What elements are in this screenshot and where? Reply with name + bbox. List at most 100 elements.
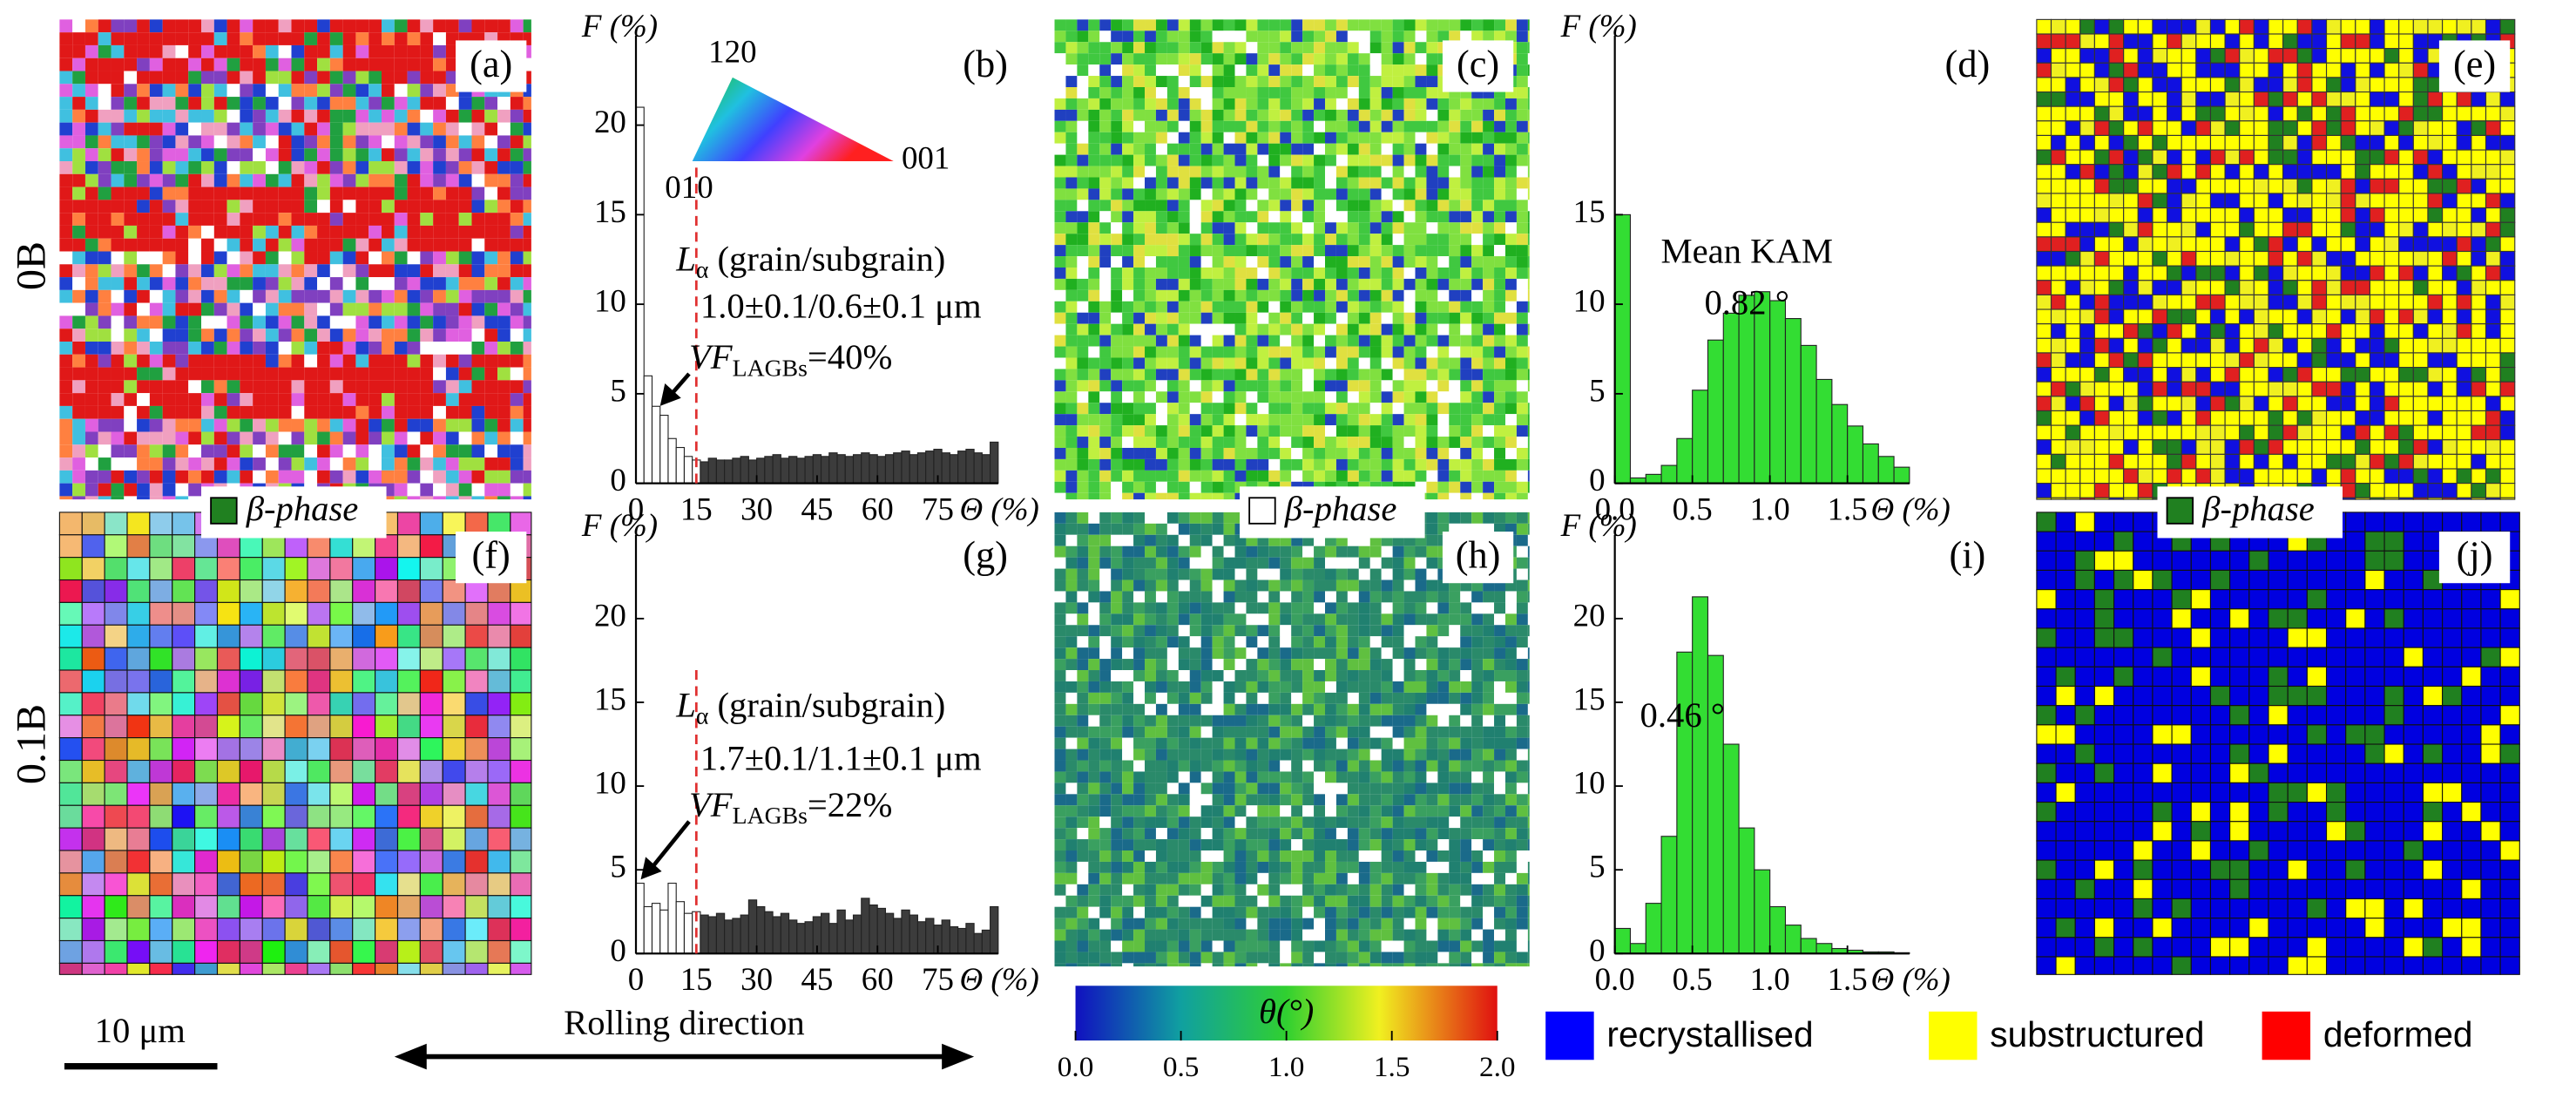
map-cell: [1234, 391, 1247, 403]
map-cell: [1358, 828, 1370, 840]
map-cell: [1111, 659, 1123, 671]
map-cell: [471, 302, 485, 316]
map-cell: [175, 161, 189, 174]
map-cell: [1065, 222, 1078, 234]
map-cell: [394, 135, 408, 149]
map-cell: [382, 173, 395, 187]
map-cell: [1223, 659, 1235, 671]
map-cell: [1065, 301, 1078, 313]
map-cell: [1516, 143, 1528, 155]
map-cell: [1189, 726, 1201, 738]
map-cell: [1369, 625, 1382, 637]
map-cell: [1302, 447, 1315, 459]
map-cell: [162, 58, 176, 71]
map-cell: [1223, 636, 1235, 648]
map-cell: [104, 939, 128, 964]
map-cell: [201, 329, 214, 342]
map-cell: [81, 715, 105, 739]
map-cell: [1099, 132, 1112, 144]
map-cell: [98, 277, 112, 290]
map-cell: [1504, 211, 1517, 223]
map-cell: [1122, 391, 1134, 403]
map-cell: [172, 759, 196, 783]
map-cell: [265, 302, 279, 316]
map-cell: [1054, 636, 1066, 648]
map-cell: [445, 161, 459, 174]
map-cell: [1077, 492, 1089, 500]
map-cell: [1347, 200, 1359, 212]
map-cell: [188, 470, 202, 484]
map-cell: [1302, 245, 1315, 257]
map-cell: [1302, 267, 1315, 279]
map-cell: [85, 251, 98, 265]
map-cell: [1381, 245, 1393, 257]
map-cell: [1088, 492, 1100, 500]
map-cell: [1268, 816, 1281, 829]
map-cell: [201, 315, 214, 329]
map-cell: [1335, 64, 1348, 77]
map-cell: [1212, 301, 1224, 313]
map-cell: [216, 669, 240, 694]
map-cell: [1504, 839, 1517, 851]
map-cell: [1223, 568, 1235, 580]
map-cell: [58, 872, 83, 897]
map-cell: [1325, 267, 1336, 279]
map-cell: [1268, 625, 1281, 637]
map-cell: [1257, 278, 1269, 290]
map-cell: [1122, 437, 1134, 448]
map-cell: [1504, 670, 1517, 681]
map-cell: [1246, 794, 1258, 806]
map-cell: [396, 850, 421, 874]
map-cell: [1054, 692, 1066, 704]
map-cell: [1483, 301, 1495, 313]
map-cell: [1302, 425, 1315, 437]
map-cell: [1223, 839, 1235, 851]
map-cell: [1449, 278, 1461, 290]
map-cell: [1358, 30, 1370, 43]
map-cell: [1145, 256, 1156, 268]
map-cell: [510, 470, 524, 484]
map-cell: [111, 71, 125, 85]
map-cell: [1471, 200, 1484, 212]
map-cell: [1111, 703, 1123, 715]
map-cell: [445, 97, 459, 110]
map-cell: [1234, 692, 1247, 704]
map-cell: [58, 715, 83, 739]
map-cell: [1122, 749, 1134, 761]
map-cell: [124, 354, 138, 368]
map-cell: [111, 393, 125, 406]
map-cell: [1381, 715, 1393, 727]
map-cell: [126, 512, 151, 536]
map-cell: [1291, 771, 1303, 783]
map-cell: [1437, 749, 1450, 761]
map-cell: [1268, 613, 1281, 626]
map-cell: [291, 32, 305, 45]
map-cell: [342, 97, 356, 110]
map-cell: [1223, 234, 1235, 246]
map-cell: [253, 71, 266, 85]
map-cell: [304, 393, 318, 406]
map-cell: [1527, 19, 1530, 31]
map-cell: [1122, 177, 1134, 189]
map-cell: [1077, 98, 1089, 110]
map-cell: [1460, 369, 1472, 381]
map-cell: [1291, 143, 1303, 155]
map-cell: [1426, 545, 1438, 558]
map-cell: [162, 161, 176, 174]
map-cell: [355, 342, 369, 355]
map-cell: [1077, 447, 1089, 459]
map-cell: [1200, 602, 1213, 614]
map-cell: [1054, 425, 1066, 437]
map-cell: [487, 939, 511, 964]
map-cell: [1483, 492, 1495, 500]
map-cell: [484, 277, 498, 290]
map-cell: [1369, 42, 1382, 54]
map-cell: [368, 457, 382, 471]
map-cell: [1088, 30, 1100, 43]
map-cell: [149, 277, 163, 290]
map-cell: [445, 380, 459, 394]
map-cell: [1347, 414, 1359, 426]
map-cell: [1426, 211, 1438, 223]
map-cell: [1234, 222, 1247, 234]
map-cell: [1133, 647, 1146, 660]
